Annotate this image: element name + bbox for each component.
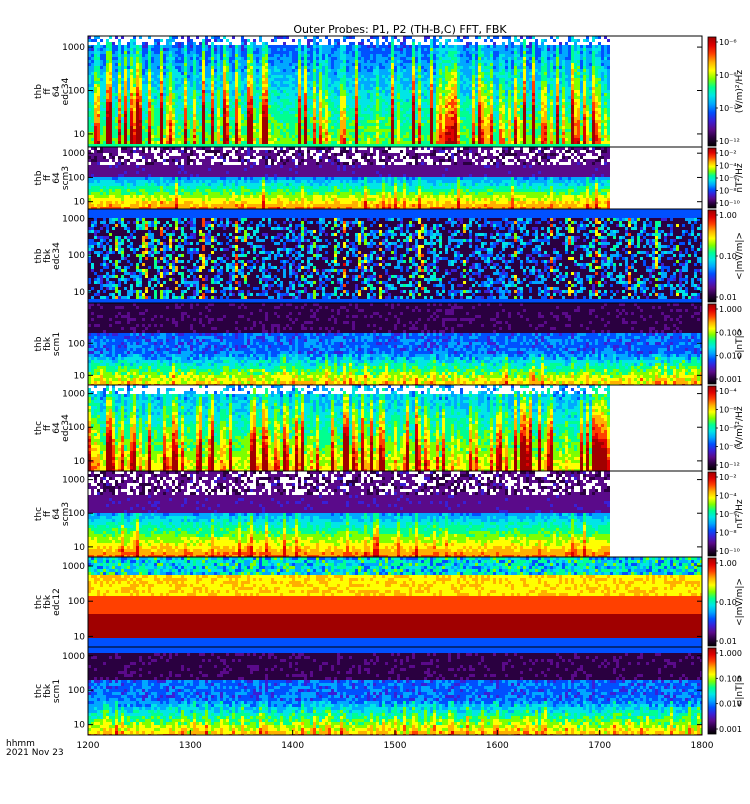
colorbar (708, 148, 716, 208)
colorbar-label: nT²/Hz (735, 499, 745, 529)
y-tick-label: 1000 (62, 562, 85, 572)
y-tick-label: 10 (74, 543, 86, 553)
colorbar-tick-label: 10⁻⁶ (719, 38, 737, 47)
spectrogram-image (88, 647, 703, 737)
x-tick-label: 1400 (281, 741, 304, 751)
colorbar-tick-label: 10⁻¹⁰ (719, 547, 740, 556)
x-tick-label: 1500 (384, 741, 407, 751)
y-tick-label: 10 (74, 632, 86, 642)
y-axis-label-line: scm3 (61, 166, 71, 190)
colorbar-tick-label: 10⁻⁸ (719, 424, 737, 433)
colorbar-label: <|mV/m|> (735, 578, 745, 626)
y-axis-label-line: scm1 (52, 332, 62, 356)
x-axis-date-label: 2021 Nov 23 (6, 748, 64, 758)
x-tick-label: 1200 (77, 741, 100, 751)
y-tick-label: 1000 (62, 214, 85, 224)
y-axis-label-line: scm1 (52, 679, 62, 703)
chart-title: Outer Probes: P1, P2 (TH-B,C) FFT, FBK (293, 23, 507, 36)
colorbar-tick-label: 1.000 (719, 305, 742, 314)
colorbar-tick-label: 10⁻⁴ (719, 387, 737, 396)
colorbar-tick-label: 1.00 (719, 211, 737, 220)
y-tick-label: 10 (74, 198, 86, 208)
spectrogram-image (88, 36, 610, 147)
colorbar-tick-label: 1.00 (719, 559, 737, 568)
y-tick-label: 100 (68, 339, 85, 349)
x-tick-label: 1700 (588, 741, 611, 751)
colorbar-label: <|nT|> (735, 328, 745, 360)
y-tick-label: 10 (74, 288, 86, 298)
spectrogram-image (88, 471, 610, 558)
y-tick-label: 100 (68, 597, 85, 607)
colorbar-tick-label: 10⁻² (719, 473, 737, 482)
spectrogram-image (88, 557, 703, 647)
colorbar (708, 386, 716, 470)
y-tick-label: 10 (74, 721, 86, 731)
colorbar-tick-label: 10⁻² (719, 149, 737, 158)
colorbar-tick-label: 10⁻¹⁰ (719, 199, 740, 208)
colorbar-label: <|mV/m|> (735, 232, 745, 280)
y-tick-label: 1000 (62, 476, 85, 486)
colorbar-tick-label: 10⁻⁴ (719, 162, 737, 171)
colorbar (708, 304, 716, 384)
y-tick-label: 1000 (62, 149, 85, 159)
colorbar-tick-label: 0.001 (719, 725, 742, 734)
colorbar-tick-label: 10⁻⁶ (719, 510, 737, 519)
y-axis-label-line: scm3 (61, 502, 71, 526)
colorbar (708, 210, 716, 302)
y-tick-label: 1000 (62, 652, 85, 662)
colorbar (708, 648, 716, 734)
y-tick-label: 10 (74, 130, 86, 140)
y-tick-label: 1000 (62, 43, 85, 53)
spectrogram-image (88, 303, 703, 387)
spectrogram-image (88, 147, 610, 210)
colorbar-tick-label: 1.000 (719, 649, 742, 658)
spectrogram-image (88, 385, 610, 472)
colorbar-tick-label: 10⁻⁸ (719, 187, 737, 196)
y-tick-label: 100 (68, 686, 85, 696)
colorbar-tick-label: 10⁻⁴ (719, 492, 737, 501)
spectrogram-image (88, 209, 703, 305)
colorbar-label: <|nT|> (735, 675, 745, 707)
colorbar (708, 472, 716, 556)
y-axis-label-line: edc34 (61, 77, 71, 105)
colorbar (708, 558, 716, 646)
colorbar-tick-label: 10⁻⁸ (719, 71, 737, 80)
colorbar-tick-label: 0.001 (719, 375, 742, 384)
colorbar-tick-label: 10⁻⁸ (719, 529, 737, 538)
colorbar-label: nT²/Hz (735, 163, 745, 193)
colorbar-tick-label: 10⁻¹² (719, 137, 740, 146)
colorbar-tick-label: 10⁻⁶ (719, 174, 737, 183)
colorbar (708, 37, 716, 146)
colorbar-tick-label: 0.01 (719, 293, 737, 302)
y-tick-label: 1000 (62, 390, 85, 400)
colorbar-tick-label: 10⁻⁶ (719, 406, 737, 415)
colorbar-label: (V/m)²/Hz (735, 406, 745, 449)
x-tick-label: 1800 (691, 741, 714, 751)
colorbar-tick-label: 10⁻¹² (719, 461, 740, 470)
y-axis-label-line: edc12 (52, 588, 62, 616)
y-tick-label: 10 (74, 371, 86, 381)
y-tick-label: 100 (68, 251, 85, 261)
colorbar-label: (V/m)²/Hz (735, 70, 745, 113)
x-tick-label: 1600 (486, 741, 509, 751)
y-axis-label-line: edc34 (52, 242, 62, 270)
x-tick-label: 1300 (179, 741, 202, 751)
y-axis-label-line: edc34 (61, 414, 71, 442)
colorbar-tick-label: 0.01 (719, 637, 737, 646)
y-tick-label: 10 (74, 457, 86, 467)
